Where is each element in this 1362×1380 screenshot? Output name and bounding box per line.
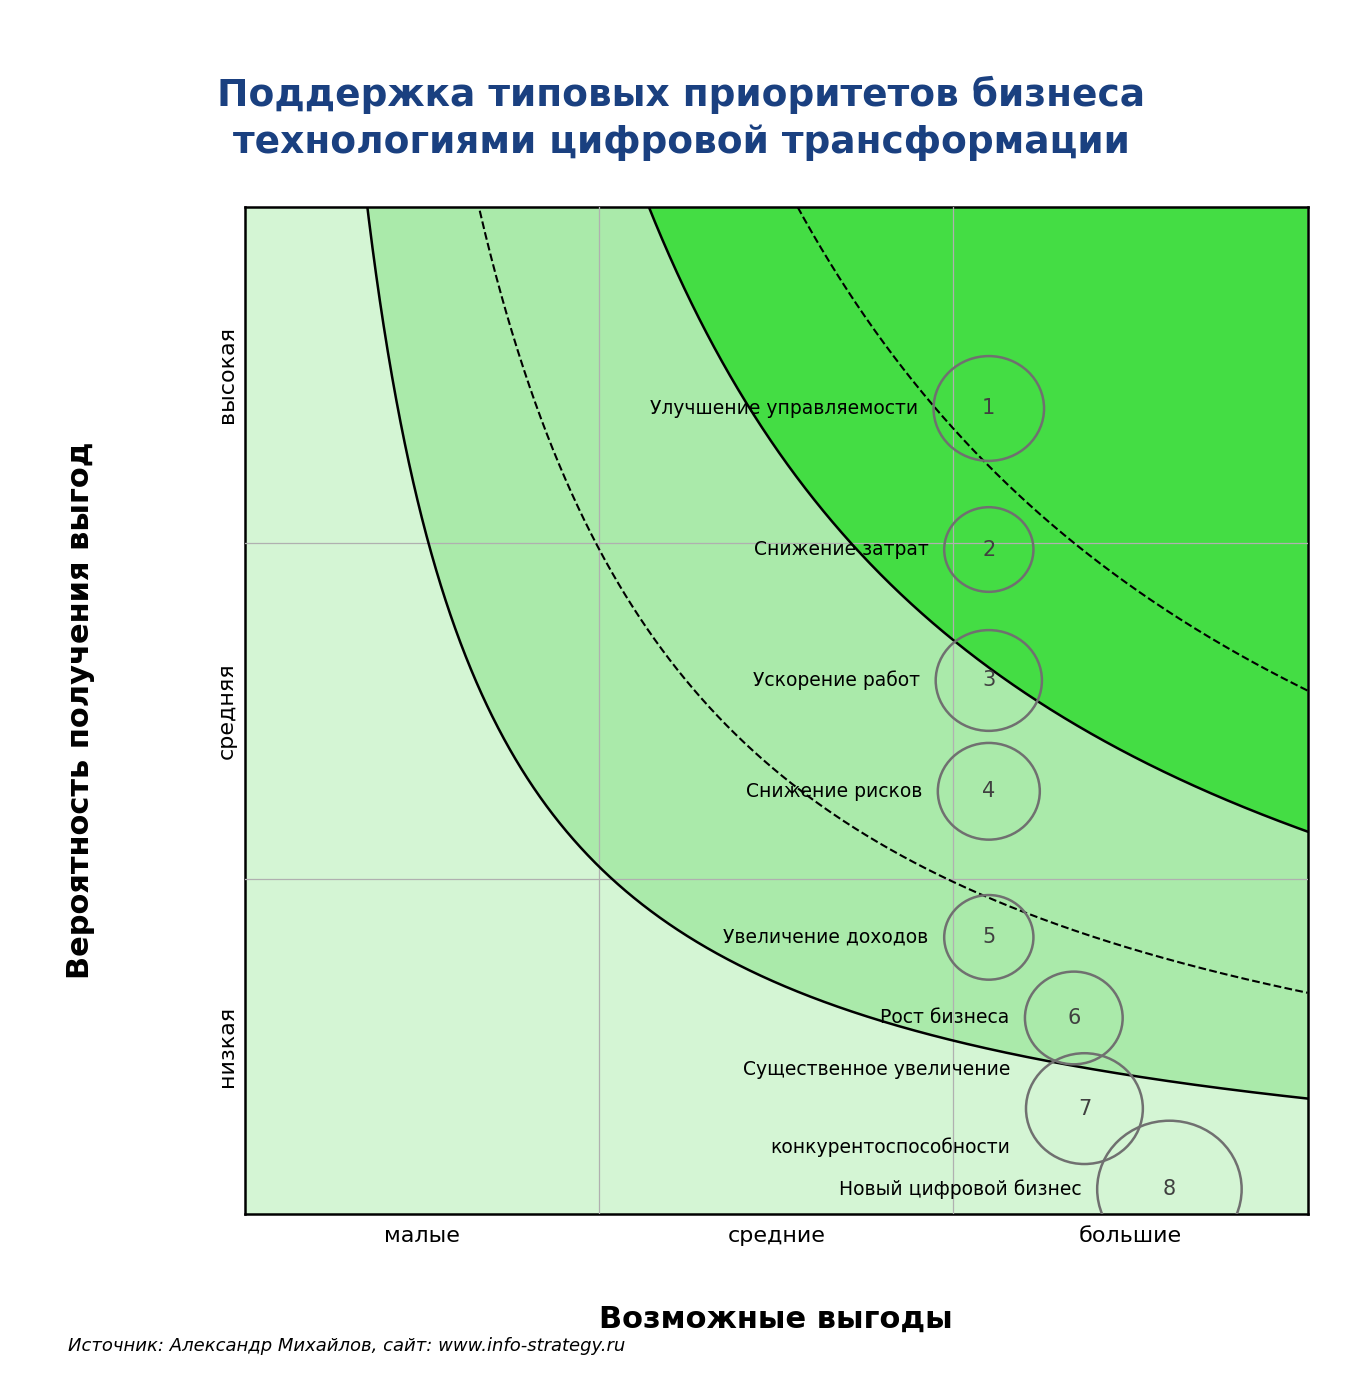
Text: Улучшение управляемости: Улучшение управляемости (650, 399, 918, 418)
Text: Снижение рисков: Снижение рисков (745, 782, 922, 800)
Text: Существенное увеличение: Существенное увеличение (742, 1060, 1011, 1079)
Text: 4: 4 (982, 781, 996, 802)
Text: конкурентоспособности: конкурентоспособности (770, 1137, 1011, 1158)
Text: 7: 7 (1077, 1098, 1091, 1119)
Text: Увеличение доходов: Увеличение доходов (723, 927, 929, 947)
Text: Рост бизнеса: Рост бизнеса (880, 1009, 1009, 1028)
Text: 1: 1 (982, 399, 996, 418)
Polygon shape (648, 207, 1308, 832)
Text: 2: 2 (982, 540, 996, 559)
Text: 6: 6 (1066, 1007, 1080, 1028)
Text: Поддержка типовых приоритетов бизнеса
технологиями цифровой трансформации: Поддержка типовых приоритетов бизнеса те… (217, 76, 1145, 160)
Text: Ускорение работ: Ускорение работ (753, 671, 919, 690)
Text: 3: 3 (982, 671, 996, 690)
Text: Снижение затрат: Снижение затрат (753, 540, 929, 559)
Text: Новый цифровой бизнес: Новый цифровой бизнес (839, 1180, 1081, 1199)
Text: Возможные выгоды: Возможные выгоды (599, 1305, 953, 1334)
Polygon shape (368, 207, 1308, 1098)
Text: 5: 5 (982, 927, 996, 947)
Text: 8: 8 (1163, 1180, 1175, 1199)
Text: Вероятность получения выгод: Вероятность получения выгод (65, 442, 95, 980)
Text: Источник: Александр Михайлов, сайт: www.info-strategy.ru: Источник: Александр Михайлов, сайт: www.… (68, 1337, 625, 1355)
